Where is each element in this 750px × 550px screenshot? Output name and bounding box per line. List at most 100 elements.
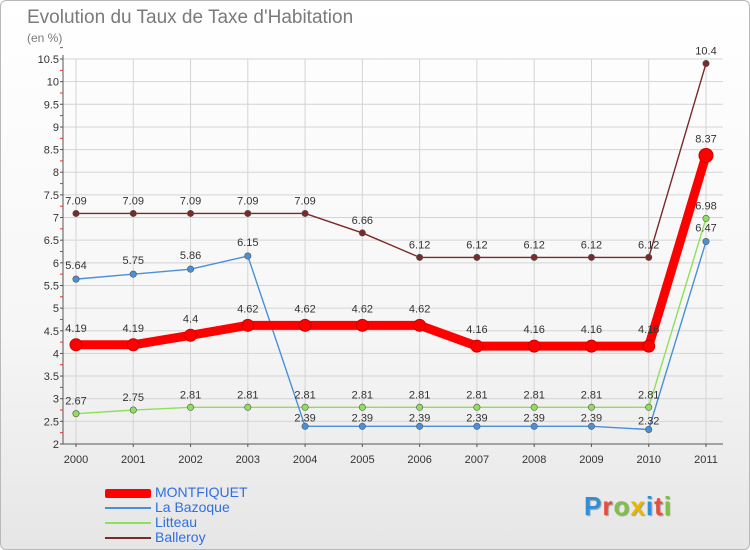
data-point [470,339,484,353]
data-point [473,403,481,411]
series-line-la-bazoque [75,240,707,431]
legend-swatch-montfiquet [105,489,151,498]
legend-item-montfiquet: MONTFIQUET [105,484,335,500]
data-label: 4.19 [123,323,144,335]
y-tick-label: 5.5 [44,280,59,292]
logo-letter: i [645,491,655,521]
data-label: 10.4 [695,46,716,58]
legend-item-litteau: Litteau [105,514,335,530]
proxiti-logo: Proxiti [584,491,672,522]
data-point [187,209,195,217]
data-point [358,422,366,430]
data-label: 2.81 [409,389,430,401]
data-label: 2.39 [409,412,430,424]
data-point [530,422,538,430]
y-tick-label: 9 [53,122,59,134]
y-tick-label: 5 [53,303,59,315]
x-tick-label: 2003 [236,454,260,466]
legend-swatch-la-bazoque [105,507,151,509]
data-point [530,403,538,411]
data-point [69,338,83,352]
data-point [301,403,309,411]
legend-label: Litteau [155,514,198,530]
data-label: 2.39 [523,412,544,424]
x-tick-label: 2009 [579,454,603,466]
data-point [645,253,653,261]
data-point [129,406,137,414]
data-label: 2.39 [352,412,373,424]
data-label: 4.62 [352,303,373,315]
data-point [298,318,312,332]
chart-unit: (en %) [27,31,63,45]
data-label: 6.12 [409,239,430,251]
data-point [645,426,653,434]
data-point [584,339,598,353]
data-point [355,318,369,332]
series-line-litteau [75,217,707,415]
data-label: 4.62 [237,303,258,315]
data-label: 7.09 [237,195,258,207]
data-label: 7.09 [180,195,201,207]
data-point [587,422,595,430]
data-point [358,403,366,411]
y-tick-label: 9.5 [44,99,59,111]
data-point [645,403,653,411]
data-label: 2.81 [294,389,315,401]
data-label: 6.12 [466,239,487,251]
x-tick-label: 2000 [64,454,88,466]
data-point [587,253,595,261]
x-tick-label: 2005 [350,454,374,466]
x-tick-label: 2002 [178,454,202,466]
y-tick-label: 6 [53,258,59,270]
legend-swatch-balleroy [105,537,151,539]
legend-label: Balleroy [155,529,206,545]
logo-letter: P [584,491,603,521]
data-label: 6.66 [352,215,373,227]
data-label: 4.16 [581,324,602,336]
data-point [413,318,427,332]
data-point [473,422,481,430]
data-point [301,209,309,217]
data-point [530,253,538,261]
y-tick-label: 7.5 [44,190,59,202]
x-tick-label: 2007 [465,454,489,466]
data-label: 2.81 [523,389,544,401]
data-point [301,422,309,430]
data-point [126,338,140,352]
legend-label: La Bazoque [155,499,230,515]
data-point [244,209,252,217]
data-point [72,275,80,283]
data-label: 6.12 [581,239,602,251]
logo-letter: t [654,491,664,521]
legend-item-la-bazoque: La Bazoque [105,499,335,515]
logo-letter: o [613,491,631,521]
data-label: 2.32 [638,416,659,428]
data-point [416,403,424,411]
data-label: 6.98 [695,200,716,212]
data-label: 4.19 [65,323,86,335]
legend-item-balleroy: Balleroy [105,529,335,545]
data-label: 2.75 [123,392,144,404]
y-tick-label: 2 [53,439,59,451]
data-point [187,403,195,411]
data-point [72,410,80,418]
y-tick-label: 6.5 [44,235,59,247]
data-point [72,209,80,217]
data-label: 4.4 [183,313,198,325]
y-tick-label: 3 [53,394,59,406]
data-label: 7.09 [65,195,86,207]
data-label: 7.09 [294,195,315,207]
data-point [702,238,710,246]
data-label: 4.16 [466,324,487,336]
data-point [473,253,481,261]
x-tick-label: 2001 [121,454,145,466]
data-label: 2.81 [180,389,201,401]
data-label: 6.12 [638,239,659,251]
y-tick-label: 2.5 [44,416,59,428]
data-label: 6.12 [523,239,544,251]
data-point [416,253,424,261]
legend-swatch-litteau [105,522,151,524]
y-tick-label: 10.5 [38,54,59,66]
data-label: 4.16 [523,324,544,336]
